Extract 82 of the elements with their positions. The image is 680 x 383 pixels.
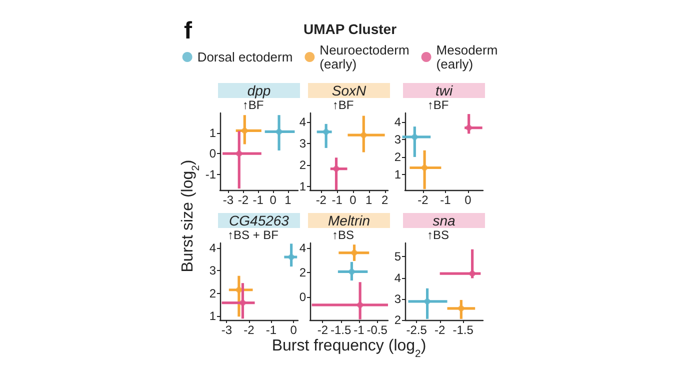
- y-tick-label: 1: [299, 180, 306, 194]
- x-tick-label: -2.5: [406, 323, 428, 337]
- point: [469, 270, 476, 277]
- x-tick-label: -0.5: [366, 323, 388, 337]
- point: [412, 134, 418, 140]
- point: [242, 128, 248, 134]
- x-tick-label: -2: [316, 193, 327, 207]
- point: [360, 132, 367, 138]
- y-tick-label: 2: [394, 313, 402, 327]
- x-tick-label: -1.5: [330, 323, 352, 337]
- x-tick-label: -1: [332, 193, 343, 207]
- chart-title: dpp: [247, 82, 271, 98]
- chart-title: Meltrin: [328, 212, 370, 228]
- chart-title: SoxN: [332, 82, 368, 98]
- y-tick-label: 4: [394, 115, 402, 130]
- text: ↑BF: [332, 98, 354, 112]
- y-tick-label: 3: [394, 292, 402, 306]
- y-tick-label: 4: [299, 115, 306, 130]
- y-tick-label: 2: [299, 158, 306, 172]
- point: [424, 298, 430, 304]
- text: ↑BS + BF: [227, 228, 279, 242]
- y-tick-label: 3: [394, 132, 402, 147]
- y-tick-label: 3: [299, 136, 306, 151]
- y-tick-label: 4: [299, 240, 306, 255]
- point: [288, 254, 294, 260]
- text: ↑BF: [242, 98, 264, 112]
- chart-title: twi: [435, 82, 454, 98]
- x-tick-label: -1: [354, 323, 365, 337]
- point: [466, 124, 472, 131]
- x-tick-label: -1: [266, 323, 277, 337]
- y-tick-label: -1: [205, 167, 216, 182]
- x-tick-label: 1: [284, 193, 292, 207]
- y-tick-label: 5: [394, 250, 402, 264]
- legend-title: UMAP Cluster: [303, 21, 398, 37]
- y-tick-label: 0: [299, 290, 306, 304]
- legend-label: Dorsal ectoderm: [197, 50, 293, 64]
- text: ↑BS: [426, 228, 450, 242]
- x-tick-label: -2: [317, 323, 328, 337]
- point: [240, 300, 246, 306]
- y-tick-label: 2: [299, 265, 306, 280]
- chart-title: CG45263: [229, 212, 290, 228]
- point: [351, 250, 358, 256]
- legend-label: Neuroectoderm (early): [320, 42, 410, 72]
- point: [323, 128, 330, 135]
- y-tick-label: 4: [209, 240, 216, 255]
- x-tick-label: -1: [440, 193, 452, 207]
- text: f: [184, 18, 193, 44]
- text: ↑BF: [427, 98, 449, 112]
- point: [276, 128, 282, 135]
- x-tick-label: -2: [238, 193, 249, 207]
- x-tick-label: 0: [290, 323, 298, 337]
- x-tick-label: -3: [221, 323, 232, 337]
- point: [458, 305, 464, 312]
- point: [348, 268, 355, 275]
- x-tick-label: -3: [222, 193, 234, 207]
- x-tick-label: 0: [270, 193, 277, 207]
- chart-title: sna: [432, 212, 456, 228]
- y-tick-label: 3: [209, 264, 216, 278]
- y-tick-label: 4: [394, 270, 402, 285]
- x-tick-label: -2: [434, 323, 446, 337]
- x-tick-label: 0: [350, 193, 357, 207]
- x-tick-label: 0: [464, 193, 472, 207]
- x-tick-label: 2: [381, 193, 388, 207]
- y-tick-label: 2: [209, 286, 216, 300]
- x-tick-label: -1: [252, 193, 264, 207]
- point: [357, 302, 364, 308]
- y-tick-label: 2: [394, 150, 402, 164]
- y-tick-label: 1: [209, 308, 216, 323]
- text: ↑BS: [332, 228, 354, 242]
- point: [333, 166, 340, 172]
- y-tick-label: 1: [209, 126, 216, 140]
- x-tick-label: 1: [366, 193, 373, 207]
- y-tick-label: 0: [209, 146, 216, 161]
- x-tick-label: -1.5: [452, 323, 474, 337]
- point: [422, 164, 428, 171]
- y-axis-title: Burst size (log2): [180, 160, 202, 272]
- x-tick-label: -2: [418, 193, 429, 207]
- y-tick-label: 1: [394, 167, 402, 182]
- x-tick-label: -2: [244, 323, 255, 337]
- point: [236, 286, 242, 293]
- legend-label: Mesoderm (early): [436, 42, 498, 72]
- point: [236, 150, 242, 157]
